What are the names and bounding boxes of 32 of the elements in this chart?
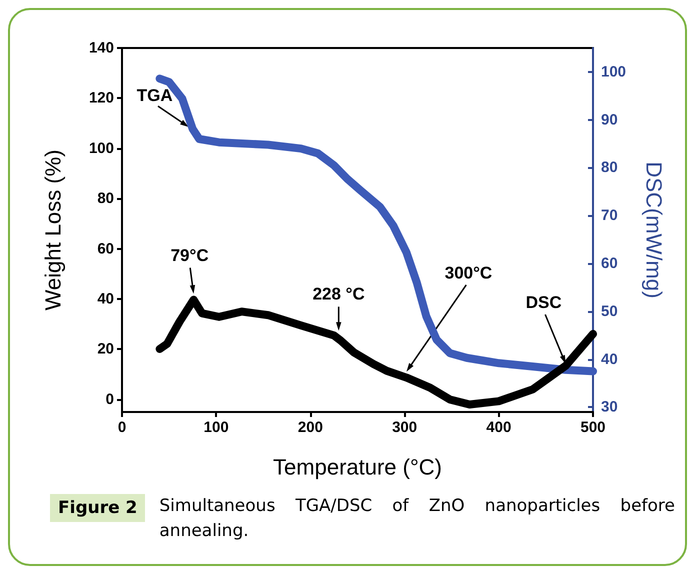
y2-axis-title: DSC(mW/mg) xyxy=(642,162,666,298)
x-tick-label: 500 xyxy=(580,419,606,436)
caption: Figure 2 xyxy=(50,494,146,522)
x-tick-label: 400 xyxy=(486,419,512,436)
y2-tick-label: 90 xyxy=(601,111,618,128)
y-tick-label: 100 xyxy=(88,140,114,157)
annotation: 228 °C xyxy=(312,284,365,304)
y-tick-label: 60 xyxy=(97,240,114,258)
x-tick-label: 0 xyxy=(118,419,126,436)
y2-tick-label: 40 xyxy=(601,350,618,368)
x-tick-label: 200 xyxy=(298,419,323,436)
y2-tick-label: 50 xyxy=(601,302,618,320)
x-tick-label: 100 xyxy=(204,419,229,436)
y-tick-label: 40 xyxy=(97,290,114,308)
y-tick-label: 80 xyxy=(97,190,114,208)
y2-tick-label: 30 xyxy=(601,398,618,416)
annotation: 79°C xyxy=(170,246,209,265)
y-tick-label: 0 xyxy=(106,390,114,408)
y-tick-label: 120 xyxy=(88,90,114,107)
y2-tick-label: 80 xyxy=(601,159,618,176)
x-axis-title: Temperature (°C) xyxy=(273,454,442,480)
y-axis-title: Weight Loss (%) xyxy=(40,150,66,310)
text: DSC xyxy=(526,292,562,312)
y2-tick-label: 60 xyxy=(601,255,618,272)
text: Simultaneous TGA/DSC of ZnO nanoparticles before annealing. xyxy=(159,495,675,543)
annotation: 300°C xyxy=(444,264,492,283)
y-tick-label: 20 xyxy=(97,340,114,358)
y-tick-label: 140 xyxy=(88,40,114,56)
y2-tick-label: 100 xyxy=(601,63,626,80)
y2-tick-label: 70 xyxy=(601,207,618,224)
series-label: TGA xyxy=(136,86,173,105)
x-tick-label: 300 xyxy=(392,419,418,436)
